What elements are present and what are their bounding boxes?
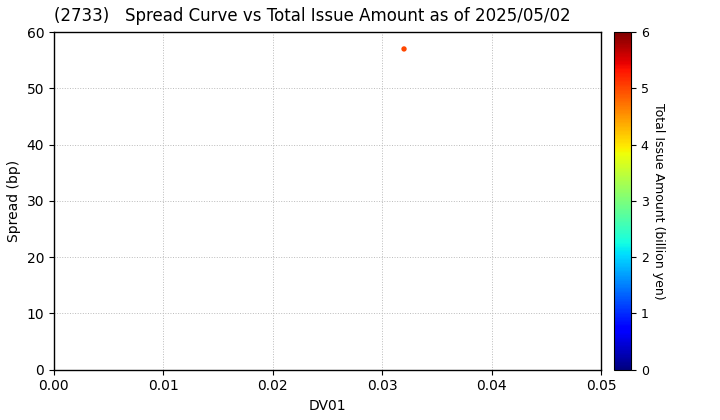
Y-axis label: Spread (bp): Spread (bp) bbox=[7, 160, 21, 242]
X-axis label: DV01: DV01 bbox=[309, 399, 346, 413]
Text: (2733)   Spread Curve vs Total Issue Amount as of 2025/05/02: (2733) Spread Curve vs Total Issue Amoun… bbox=[54, 7, 570, 25]
Y-axis label: Total Issue Amount (billion yen): Total Issue Amount (billion yen) bbox=[652, 102, 665, 299]
Point bbox=[398, 46, 410, 52]
